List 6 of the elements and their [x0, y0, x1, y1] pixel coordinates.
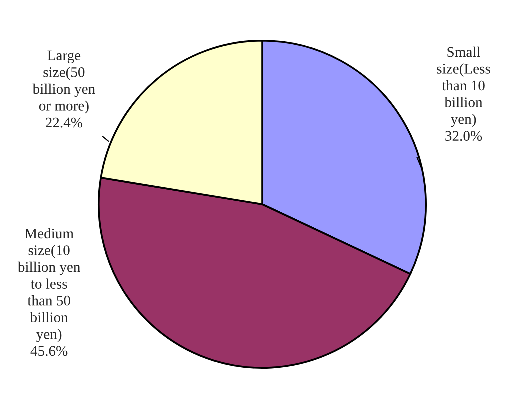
data-label: 22.4%: [46, 118, 83, 128]
slice-label: Large size(50 billion yen or more): [32, 50, 96, 114]
data-label: 45.6%: [30, 346, 68, 356]
slice-label: Small size(Less than 10 billion yen): [437, 46, 490, 128]
slice-label: Medium size(10 billion yen to less than 50 billion yen): [18, 228, 80, 342]
data-label: 32.0%: [446, 131, 482, 142]
